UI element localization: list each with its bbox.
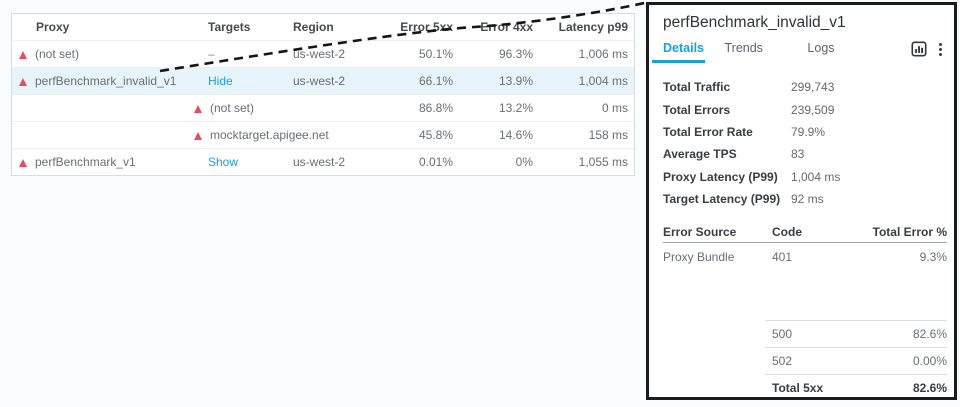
target-name: mocktarget.apigee.net [210, 128, 329, 142]
error5xx-cell: 0.01% [418, 155, 453, 169]
region-cell: us-west-2 [293, 47, 346, 61]
tab-logs[interactable]: Logs [807, 41, 835, 55]
error4xx-cell: 13.2% [498, 101, 533, 115]
metric-average-tps: Average TPS 83 [663, 143, 947, 165]
panel-tab-bar: Details Trends Logs [652, 41, 947, 66]
error-row-502: 502 0.00% [765, 347, 947, 374]
column-header-targets: Targets [208, 20, 251, 34]
column-header-proxy: Proxy [36, 20, 70, 34]
error-code: 502 [772, 354, 793, 369]
proxy-name-cell: (not set) [12, 47, 197, 61]
metric-value: 83 [791, 147, 805, 162]
proxy-name-cell: perfBenchmark_v1 [12, 155, 197, 169]
error4xx-cell: 14.6% [498, 128, 533, 142]
metric-total-error-rate: Total Error Rate 79.9% [663, 121, 947, 143]
error-pct: 82.6% [912, 381, 947, 396]
proxy-metrics-table: Proxy Targets Region Error 5xx Error 4xx… [11, 13, 635, 176]
latency-cell: 1,006 ms [578, 47, 628, 61]
alert-triangle-icon [19, 78, 27, 86]
kebab-menu-icon[interactable] [937, 42, 944, 57]
error4xx-cell: 13.9% [498, 74, 533, 88]
error-code: 401 [772, 249, 793, 264]
tab-trends[interactable]: Trends [724, 41, 763, 55]
metric-label: Average TPS [663, 147, 737, 162]
alert-triangle-icon [19, 51, 27, 59]
error-5xx-subtable: 500 82.6% 502 0.00% Total 5xx 82.6% [765, 320, 947, 397]
table-row-not-set[interactable]: (not set) – us-west-2 50.1% 96.3% 1,006 … [12, 40, 634, 67]
error-source: Proxy Bundle [663, 249, 735, 264]
error4xx-cell: 0% [515, 155, 533, 169]
alert-triangle-icon [194, 132, 202, 140]
region-cell: us-west-2 [293, 74, 346, 88]
error-table-gap [663, 270, 947, 320]
proxy-name: perfBenchmark_invalid_v1 [35, 74, 177, 88]
metric-target-latency: Target Latency (P99) 92 ms [663, 188, 947, 210]
error5xx-cell: 45.8% [418, 128, 453, 142]
column-header-error-source: Error Source [663, 225, 737, 240]
error-pct: 9.3% [919, 249, 947, 264]
latency-cell: 0 ms [601, 101, 628, 115]
column-header-total-error-pct: Total Error % [872, 225, 947, 240]
error5xx-cell: 66.1% [418, 74, 453, 88]
target-name-cell: mocktarget.apigee.net [194, 128, 369, 142]
proxy-name: (not set) [35, 47, 80, 61]
targets-cell: – [208, 47, 215, 61]
panel-title: perfBenchmark_invalid_v1 [663, 14, 846, 31]
table-row-perfbenchmark-invalid-v1[interactable]: perfBenchmark_invalid_v1 Hide us-west-2 … [12, 67, 634, 94]
error-code: 500 [772, 327, 793, 342]
tab-details[interactable]: Details [652, 41, 705, 63]
proxy-table-header-row: Proxy Targets Region Error 5xx Error 4xx… [12, 14, 634, 40]
region-cell: us-west-2 [293, 155, 346, 169]
metric-value: 92 ms [791, 192, 824, 207]
metric-value: 239,509 [791, 102, 835, 117]
metric-label: Total Error Rate [663, 124, 753, 139]
metric-proxy-latency: Proxy Latency (P99) 1,004 ms [663, 166, 947, 188]
metric-value: 79.9% [791, 124, 826, 139]
table-row-target-not-set[interactable]: (not set) 86.8% 13.2% 0 ms [12, 94, 634, 121]
table-row-perfbenchmark-v1[interactable]: perfBenchmark_v1 Show us-west-2 0.01% 0%… [12, 148, 634, 175]
metric-label: Target Latency (P99) [663, 192, 781, 207]
metric-label: Total Traffic [663, 80, 731, 95]
error-code: Total 5xx [772, 381, 824, 396]
error-row-401: Proxy Bundle 401 9.3% [663, 243, 947, 270]
error-pct: 0.00% [912, 354, 947, 369]
latency-cell: 158 ms [588, 128, 628, 142]
proxy-name: perfBenchmark_v1 [35, 155, 136, 169]
alert-triangle-icon [194, 105, 202, 113]
column-header-code: Code [772, 225, 802, 240]
error5xx-cell: 50.1% [418, 47, 453, 61]
metric-total-traffic: Total Traffic 299,743 [663, 76, 947, 98]
metric-value: 299,743 [791, 80, 835, 95]
error-table-header: Error Source Code Total Error % [663, 222, 947, 244]
column-header-error5xx: Error 5xx [400, 20, 453, 34]
error-row-total-5xx: Total 5xx 82.6% [765, 374, 947, 397]
proxy-detail-panel: perfBenchmark_invalid_v1 Details Trends … [646, 2, 957, 400]
bar-chart-icon[interactable] [911, 41, 927, 57]
target-name: (not set) [210, 101, 255, 115]
alert-triangle-icon [19, 159, 27, 167]
column-header-latency-p99: Latency p99 [558, 20, 628, 34]
column-header-error4xx: Error 4xx [480, 20, 533, 34]
metric-total-errors: Total Errors 239,509 [663, 98, 947, 120]
panel-toolbar-icons [911, 41, 944, 57]
metric-value: 1,004 ms [791, 169, 841, 184]
latency-cell: 1,055 ms [578, 155, 628, 169]
metric-label: Proxy Latency (P99) [663, 169, 778, 184]
target-name-cell: (not set) [194, 101, 369, 115]
show-targets-link[interactable]: Show [208, 155, 239, 169]
table-row-target-mocktarget[interactable]: mocktarget.apigee.net 45.8% 14.6% 158 ms [12, 121, 634, 148]
latency-cell: 1,004 ms [578, 74, 628, 88]
column-header-region: Region [293, 20, 334, 34]
metric-label: Total Errors [663, 102, 731, 117]
proxy-name-cell: perfBenchmark_invalid_v1 [12, 74, 197, 88]
error5xx-cell: 86.8% [418, 101, 453, 115]
error-row-500: 500 82.6% [765, 320, 947, 347]
hide-targets-link[interactable]: Hide [208, 74, 233, 88]
error4xx-cell: 96.3% [498, 47, 533, 61]
metrics-list: Total Traffic 299,743 Total Errors 239,5… [663, 76, 947, 210]
error-pct: 82.6% [912, 327, 947, 342]
